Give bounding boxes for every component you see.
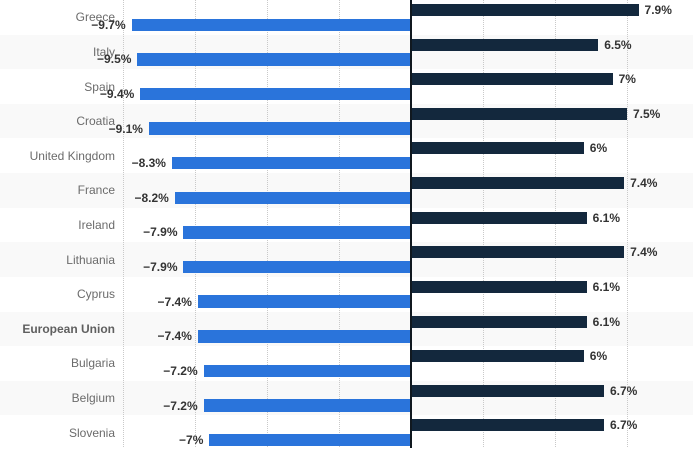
negative-bar[interactable] xyxy=(174,191,411,205)
positive-value-label: 6.1% xyxy=(592,279,621,294)
positive-value-label: 6% xyxy=(589,349,608,364)
positive-bar[interactable] xyxy=(411,384,604,397)
positive-bar[interactable] xyxy=(411,315,587,328)
negative-value-label: −7.2% xyxy=(163,398,198,413)
positive-bar[interactable] xyxy=(411,246,625,259)
positive-bar[interactable] xyxy=(411,350,584,363)
country-label: Croatia xyxy=(76,114,115,129)
negative-value-label: −8.2% xyxy=(134,190,169,205)
country-label: Bulgaria xyxy=(70,356,115,371)
negative-bar[interactable] xyxy=(209,433,411,447)
country-label: Greece xyxy=(75,10,115,25)
negative-bar[interactable] xyxy=(197,295,411,308)
positive-value-label: 6.1% xyxy=(592,210,621,225)
country-label: Cyprus xyxy=(76,287,115,302)
positive-value-label: 6.7% xyxy=(609,418,638,433)
negative-value-label: −7.4% xyxy=(157,329,192,344)
positive-value-label: 6.7% xyxy=(609,383,638,398)
negative-bar[interactable] xyxy=(197,330,411,343)
grid-line xyxy=(627,0,628,447)
negative-bar[interactable] xyxy=(171,156,411,170)
country-label: Italy xyxy=(92,44,115,59)
negative-bar[interactable] xyxy=(131,18,411,31)
positive-value-label: 6.1% xyxy=(592,314,621,329)
country-label: Slovenia xyxy=(68,425,115,440)
zero-axis-line xyxy=(410,0,412,448)
positive-value-label: 7.4% xyxy=(630,176,658,191)
positive-value-label: 7.5% xyxy=(633,106,661,121)
positive-bar[interactable] xyxy=(411,280,587,293)
negative-bar[interactable] xyxy=(203,399,411,412)
positive-value-label: 7% xyxy=(618,72,636,87)
country-label: Belgium xyxy=(71,391,115,406)
negative-value-label: −7% xyxy=(179,433,204,448)
negative-value-label: −9.4% xyxy=(99,86,135,101)
positive-value-label: 6% xyxy=(589,141,608,156)
negative-value-label: −7.9% xyxy=(143,225,178,240)
positive-bar[interactable] xyxy=(411,211,587,224)
positive-bar[interactable] xyxy=(411,419,604,432)
country-label: Spain xyxy=(84,79,115,94)
negative-bar[interactable] xyxy=(183,260,411,274)
negative-value-label: −9.7% xyxy=(91,17,126,32)
negative-value-label: −7.2% xyxy=(163,363,198,378)
negative-value-label: −7.9% xyxy=(143,260,178,275)
country-label: Ireland xyxy=(78,217,115,232)
country-label: Lithuania xyxy=(66,252,115,267)
positive-value-label: 6.5% xyxy=(604,37,632,52)
country-label: European Union xyxy=(22,321,115,336)
negative-value-label: −8.3% xyxy=(131,156,166,171)
grid-line xyxy=(267,0,268,447)
negative-bar[interactable] xyxy=(183,226,411,239)
positive-bar[interactable] xyxy=(411,4,639,16)
grid-line xyxy=(123,0,124,447)
negative-value-label: −9.1% xyxy=(108,121,143,136)
negative-bar[interactable] xyxy=(148,122,411,135)
country-label: United Kingdom xyxy=(29,148,115,163)
positive-value-label: 7.4% xyxy=(630,245,658,260)
positive-bar[interactable] xyxy=(411,177,625,190)
positive-bar[interactable] xyxy=(411,107,627,120)
positive-bar[interactable] xyxy=(411,142,584,155)
grid-line xyxy=(195,0,196,447)
negative-value-label: −9.5% xyxy=(97,52,132,67)
positive-bar[interactable] xyxy=(411,73,613,86)
country-label: France xyxy=(77,183,115,198)
positive-bar[interactable] xyxy=(411,38,599,51)
positive-value-label: 7.9% xyxy=(644,3,672,17)
negative-value-label: −7.4% xyxy=(157,294,192,309)
negative-bar[interactable] xyxy=(140,87,411,101)
grid-line xyxy=(339,0,340,447)
negative-bar[interactable] xyxy=(137,53,411,66)
negative-bar[interactable] xyxy=(203,364,411,378)
